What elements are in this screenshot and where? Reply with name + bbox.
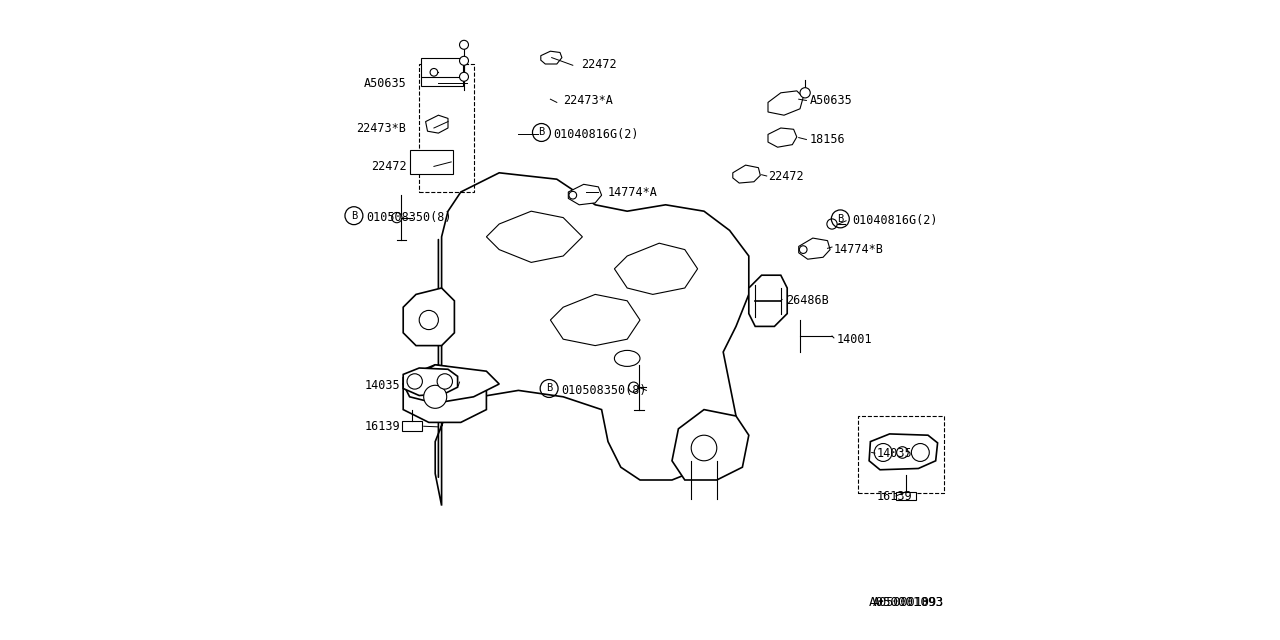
Text: 22472: 22472 [371,160,407,173]
Polygon shape [420,152,448,171]
Polygon shape [403,288,454,346]
Polygon shape [425,115,448,133]
Polygon shape [869,434,937,470]
Polygon shape [568,184,602,205]
Text: A50635: A50635 [810,94,852,107]
Circle shape [691,435,717,461]
Bar [858,416,945,493]
Circle shape [460,72,468,81]
Circle shape [827,219,837,229]
Text: 010508350(8): 010508350(8) [561,384,646,397]
Text: 14001: 14001 [837,333,873,346]
Text: 16139: 16139 [877,490,913,502]
Circle shape [896,447,909,458]
Circle shape [420,310,439,330]
Bar [410,150,453,174]
Text: 14774*A: 14774*A [608,186,658,198]
Circle shape [874,444,892,461]
Text: B: B [539,127,544,138]
Circle shape [628,382,639,392]
Ellipse shape [614,351,640,366]
Polygon shape [486,211,582,262]
Polygon shape [403,368,458,396]
Text: 22472: 22472 [768,170,804,182]
Text: 22473*A: 22473*A [563,94,613,107]
Text: A50635: A50635 [364,77,407,90]
Bar [421,58,463,86]
Polygon shape [672,410,749,480]
Polygon shape [540,51,562,64]
Circle shape [460,40,468,49]
Polygon shape [403,365,486,422]
Polygon shape [799,238,831,259]
Text: B: B [351,211,357,221]
Text: B: B [837,214,844,224]
Polygon shape [768,128,796,147]
Text: 01040816G(2): 01040816G(2) [852,214,938,227]
Text: B: B [547,383,552,394]
Circle shape [568,191,576,199]
Polygon shape [768,91,804,115]
Polygon shape [749,275,787,326]
Text: 16139: 16139 [365,420,399,433]
Circle shape [430,68,438,76]
Text: A050001093: A050001093 [869,596,945,609]
Polygon shape [435,173,749,506]
Circle shape [800,88,810,98]
Text: 14774*B: 14774*B [835,243,883,256]
Circle shape [911,444,929,461]
Circle shape [407,374,422,389]
Circle shape [438,374,453,389]
Text: 26486B: 26486B [786,294,828,307]
Bar [420,64,474,192]
Text: A050001093: A050001093 [873,596,945,609]
Polygon shape [614,243,698,294]
Text: 14035: 14035 [877,447,913,460]
Circle shape [424,385,447,408]
Polygon shape [732,165,760,183]
Polygon shape [550,294,640,346]
Polygon shape [403,365,499,403]
Bar [896,492,916,500]
Circle shape [392,212,402,223]
Text: 22472: 22472 [581,58,617,70]
Text: 010508350(8): 010508350(8) [366,211,452,224]
Circle shape [799,246,808,253]
Text: 01040816G(2): 01040816G(2) [554,128,639,141]
Circle shape [460,56,468,65]
Text: 22473*B: 22473*B [357,122,407,134]
Text: 14035: 14035 [365,380,399,392]
Text: 18156: 18156 [810,133,845,146]
Bar [402,421,422,431]
